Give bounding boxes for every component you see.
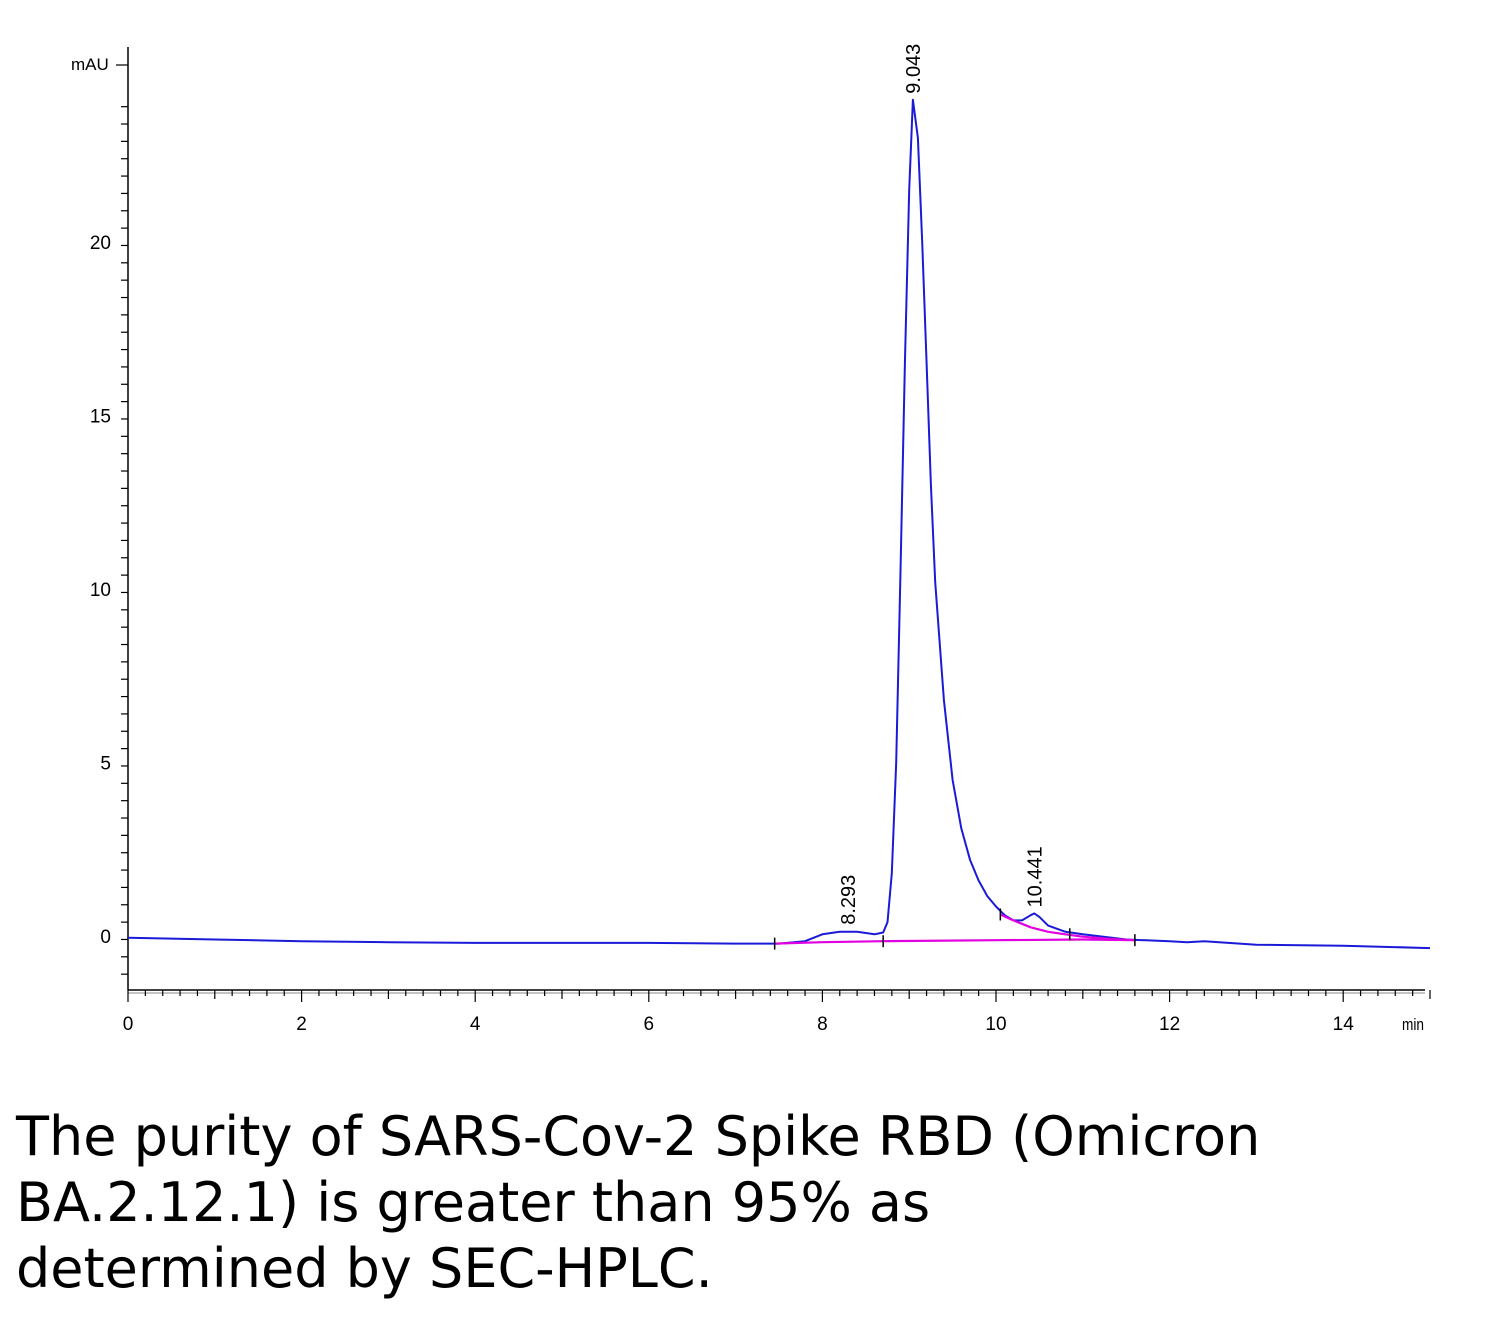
peak-retention-label: 10.441 — [1024, 846, 1046, 907]
y-tick-label: 5 — [100, 754, 111, 775]
y-tick-label: 10 — [90, 580, 111, 601]
integration-baseline — [774, 938, 1135, 945]
x-tick-label: 10 — [985, 1014, 1006, 1035]
x-axis-unit-label: min — [1402, 1015, 1424, 1034]
x-tick-label: 2 — [296, 1014, 307, 1035]
peak-retention-label: 8.293 — [838, 875, 860, 925]
y-tick-label: 15 — [90, 407, 111, 428]
caption-text: The purity of SARS-Cov-2 Spike RBD (Omic… — [16, 1105, 1261, 1300]
y-ticks: 0 5 10 15 20 — [90, 106, 128, 975]
x-tick-label: 4 — [470, 1014, 481, 1035]
chromatogram-traces — [127, 98, 1431, 950]
peak-retention-label: 9.043 — [903, 44, 925, 94]
integration-marks — [773, 908, 1136, 950]
x-tick-label: 0 — [123, 1014, 134, 1035]
integration-baseline — [999, 913, 1135, 942]
y-tick-label: 20 — [90, 233, 111, 254]
x-ticks: 0 2 4 6 8 10 12 14 — [123, 990, 1431, 1035]
signal-trace — [127, 98, 1431, 950]
y-tick-label: 0 — [100, 927, 111, 948]
x-tick-label: 14 — [1333, 1014, 1355, 1035]
chart-axes — [127, 47, 1425, 994]
y-axis-unit-label: mAU — [71, 55, 109, 74]
x-tick-label: 12 — [1159, 1014, 1180, 1035]
x-tick-label: 6 — [644, 1014, 655, 1035]
x-tick-label: 8 — [817, 1014, 828, 1035]
peak-labels: 8.293 9.043 10.441 — [838, 44, 1046, 925]
hplc-chromatogram: 0 5 10 15 20 0 2 4 6 8 10 12 14 mAU min 8.293 9.043 1… — [71, 44, 1431, 1035]
